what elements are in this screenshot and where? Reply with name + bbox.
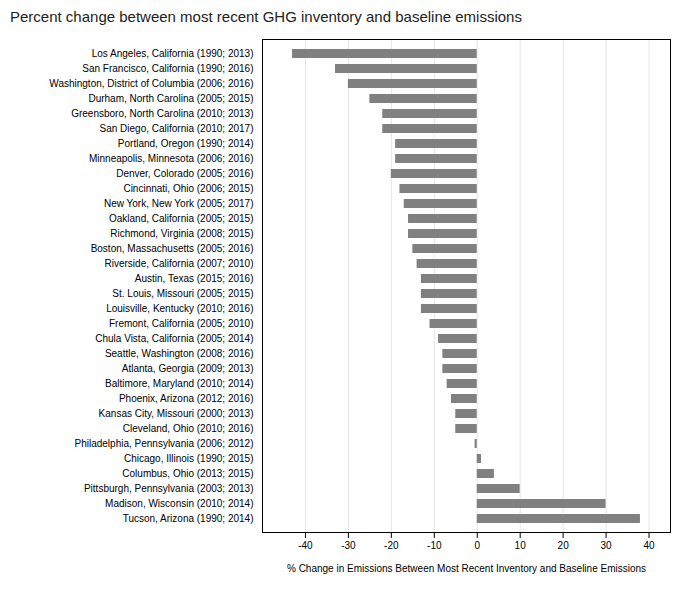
svg-text:40: 40 <box>643 540 655 551</box>
svg-text:Washington, District of Columb: Washington, District of Columbia (2006; … <box>49 78 253 89</box>
svg-text:St. Louis, Missouri (2005; 201: St. Louis, Missouri (2005; 2015) <box>112 288 253 299</box>
svg-text:Kansas City, Missouri (2000; 2: Kansas City, Missouri (2000; 2013) <box>99 408 254 419</box>
svg-text:-20: -20 <box>384 540 399 551</box>
svg-text:Cincinnati, Ohio (2006; 2015): Cincinnati, Ohio (2006; 2015) <box>123 183 253 194</box>
svg-text:-40: -40 <box>298 540 313 551</box>
svg-text:Fremont, California (2005; 201: Fremont, California (2005; 2010) <box>109 318 254 329</box>
svg-text:30: 30 <box>601 540 613 551</box>
svg-text:Riverside, California (2007; 2: Riverside, California (2007; 2010) <box>105 258 254 269</box>
svg-text:Pittsburgh, Pennsylvania (2003: Pittsburgh, Pennsylvania (2003; 2013) <box>84 483 254 494</box>
svg-text:San Francisco, California (199: San Francisco, California (1990; 2016) <box>82 63 253 74</box>
svg-text:Austin, Texas (2015; 2016): Austin, Texas (2015; 2016) <box>135 273 254 284</box>
svg-text:New York, New York (2005; 2017: New York, New York (2005; 2017) <box>104 198 254 209</box>
svg-text:Seattle, Washington (2008; 201: Seattle, Washington (2008; 2016) <box>105 348 254 359</box>
svg-text:Louisville, Kentucky (2010; 20: Louisville, Kentucky (2010; 2016) <box>106 303 253 314</box>
svg-text:Phoenix, Arizona (2012; 2016): Phoenix, Arizona (2012; 2016) <box>119 393 254 404</box>
svg-text:10: 10 <box>515 540 527 551</box>
svg-text:Cleveland, Ohio (2010; 2016): Cleveland, Ohio (2010; 2016) <box>123 423 254 434</box>
svg-text:Denver, Colorado (2005; 2016): Denver, Colorado (2005; 2016) <box>116 168 253 179</box>
svg-text:Madison, Wisconsin (2010; 2014: Madison, Wisconsin (2010; 2014) <box>105 498 253 509</box>
svg-text:Baltimore, Maryland (2010; 201: Baltimore, Maryland (2010; 2014) <box>105 378 253 389</box>
svg-text:Chula Vista, California (2005;: Chula Vista, California (2005; 2014) <box>95 333 253 344</box>
svg-text:Greensboro, North Carolina (20: Greensboro, North Carolina (2010; 2013) <box>71 108 253 119</box>
svg-text:Minneapolis, Minnesota (2006;: Minneapolis, Minnesota (2006; 2016) <box>89 153 254 164</box>
svg-text:Durham, North Carolina (2005;: Durham, North Carolina (2005; 2015) <box>88 93 253 104</box>
svg-text:Los Angeles, California (1990;: Los Angeles, California (1990; 2013) <box>92 48 254 59</box>
svg-text:0: 0 <box>474 540 480 551</box>
html-text:Percent change between most re: Percent change between most recent GHG i… <box>10 8 522 25</box>
svg-text:San Diego, California (2010; 2: San Diego, California (2010; 2017) <box>100 123 254 134</box>
svg-text:Chicago, Illinois (1990; 2015): Chicago, Illinois (1990; 2015) <box>124 453 254 464</box>
svg-text:Tucson, Arizona (1990; 2014): Tucson, Arizona (1990; 2014) <box>123 513 254 524</box>
svg-text:% Change in Emissions Between: % Change in Emissions Between Most Recen… <box>287 563 646 574</box>
svg-text:20: 20 <box>558 540 570 551</box>
svg-text:Columbus, Ohio (2013; 2015): Columbus, Ohio (2013; 2015) <box>122 468 253 479</box>
svg-text:-10: -10 <box>427 540 442 551</box>
svg-text:Portland, Oregon (1990; 2014): Portland, Oregon (1990; 2014) <box>118 138 254 149</box>
svg-text:Atlanta, Georgia (2009; 2013): Atlanta, Georgia (2009; 2013) <box>122 363 254 374</box>
svg-text:Philadelphia, Pennsylvania (20: Philadelphia, Pennsylvania (2006; 2012) <box>74 438 253 449</box>
svg-text:Oakland, California (2005; 201: Oakland, California (2005; 2015) <box>109 213 254 224</box>
svg-text:Richmond, Virginia (2008; 2015: Richmond, Virginia (2008; 2015) <box>110 228 253 239</box>
svg-text:Boston, Massachusetts (2005; 2: Boston, Massachusetts (2005; 2016) <box>91 243 254 254</box>
svg-text:-30: -30 <box>341 540 356 551</box>
